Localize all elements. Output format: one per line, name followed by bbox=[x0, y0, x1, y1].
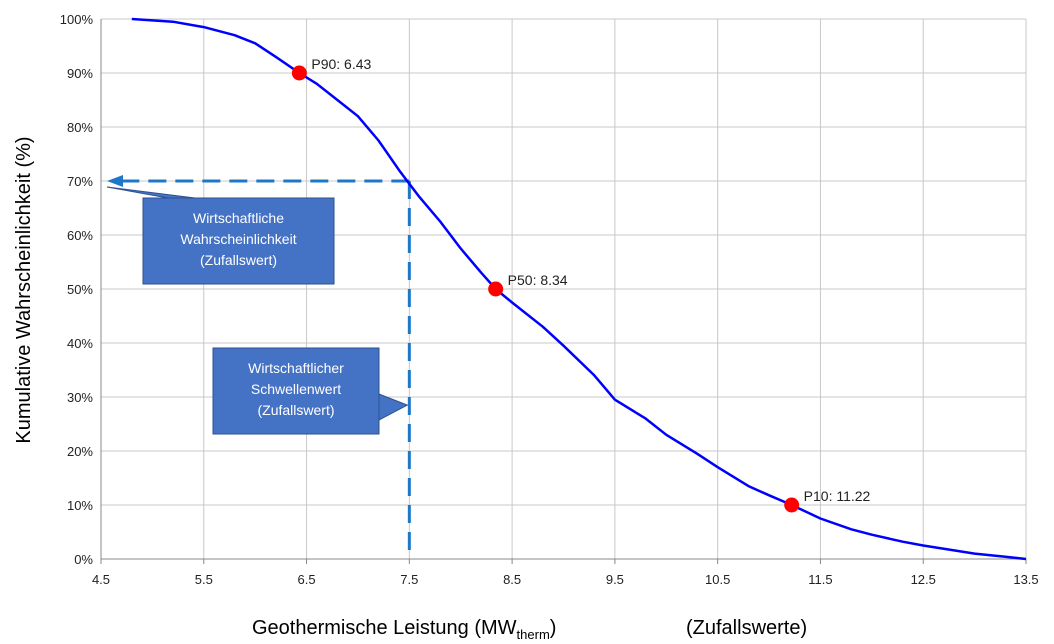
y-tick-label: 40% bbox=[67, 336, 93, 351]
callout-text-line: Schwellenwert bbox=[251, 381, 341, 397]
percentile-marker bbox=[488, 281, 504, 297]
x-tick-label: 5.5 bbox=[195, 572, 213, 587]
x-axis-title-main: Geothermische Leistung (MW bbox=[252, 617, 517, 639]
callout-text-line: (Zufallswert) bbox=[200, 252, 277, 268]
tick-labels: 4.5 5.5 6.5 7.5 8.5 9.5 10.5 11.5 12.5 13.5 0% 10% 2… bbox=[60, 12, 1039, 587]
y-tick-label: 60% bbox=[67, 228, 93, 243]
x-tick-label: 13.5 bbox=[1013, 572, 1038, 587]
x-axis-title-sub: therm bbox=[517, 627, 550, 642]
percentile-label: P10: 11.22 bbox=[804, 488, 871, 504]
y-tick-label: 20% bbox=[67, 444, 93, 459]
guide-lines bbox=[107, 175, 411, 559]
markers: P90: 6.43 P50: 8.34 P10: 11.22 bbox=[291, 56, 871, 513]
y-tick-label: 10% bbox=[67, 498, 93, 513]
callout-text-line: Wirtschaftlicher bbox=[248, 360, 344, 376]
callout-text-line: Wirtschaftliche bbox=[193, 210, 284, 226]
y-tick-label: 0% bbox=[74, 552, 93, 567]
percentile-marker bbox=[291, 65, 307, 81]
x-tick-label: 9.5 bbox=[606, 572, 624, 587]
callout-text-line: (Zufallswert) bbox=[257, 402, 334, 418]
y-tick-label: 50% bbox=[67, 282, 93, 297]
y-tick-label: 100% bbox=[60, 12, 94, 27]
y-axis-title: Kumulative Wahrscheinlichkeit (%) bbox=[13, 136, 35, 443]
y-tick-label: 30% bbox=[67, 390, 93, 405]
percentile-label: P50: 8.34 bbox=[508, 272, 568, 288]
x-tick-label: 7.5 bbox=[400, 572, 418, 587]
x-tick-label: 12.5 bbox=[911, 572, 936, 587]
callout-text-line: Wahrscheinlichkeit bbox=[180, 231, 296, 247]
x-tick-label: 11.5 bbox=[808, 572, 832, 587]
callout-box bbox=[142, 197, 335, 285]
y-tick-label: 90% bbox=[67, 66, 93, 81]
x-tick-label: 6.5 bbox=[298, 572, 316, 587]
y-tick-label: 80% bbox=[67, 120, 93, 135]
callouts: Wirtschaftliche Wahrscheinlichkeit (Zufall… bbox=[106, 186, 409, 435]
x-axis-note: (Zufallswerte) bbox=[686, 617, 807, 639]
callout-box bbox=[212, 347, 380, 435]
guide-arrowhead bbox=[107, 175, 123, 187]
x-tick-label: 4.5 bbox=[92, 572, 110, 587]
x-axis-title-tail: ) bbox=[550, 617, 557, 639]
x-axis-title: Geothermische Leistung (MWtherm) bbox=[252, 617, 556, 642]
percentile-marker bbox=[784, 497, 800, 513]
x-tick-label: 8.5 bbox=[503, 572, 521, 587]
axes bbox=[100, 19, 1026, 560]
x-tick-label: 10.5 bbox=[705, 572, 730, 587]
y-tick-label: 70% bbox=[67, 174, 93, 189]
percentile-label: P90: 6.43 bbox=[311, 56, 371, 72]
